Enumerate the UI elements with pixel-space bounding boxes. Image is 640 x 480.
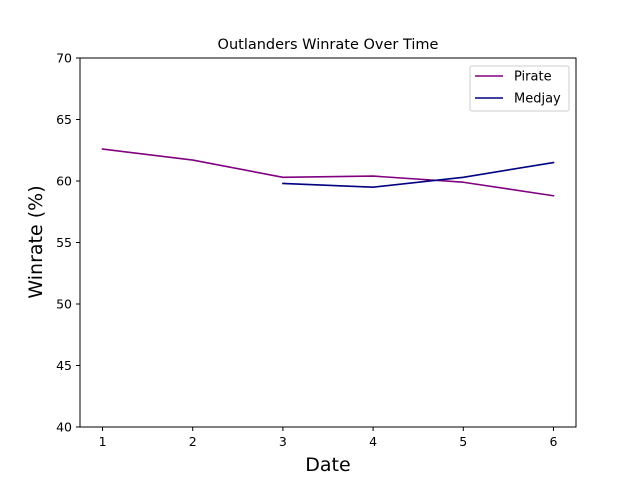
y-axis: 40 45 50 55 60 65 70 [56, 51, 80, 435]
y-tick-label: 50 [56, 297, 72, 312]
y-tick-label: 60 [56, 174, 72, 189]
series-line-pirate [101, 148, 555, 197]
series-layer [101, 148, 555, 197]
x-tick-label: 2 [189, 434, 197, 449]
y-axis-label: Winrate (%) [25, 185, 47, 298]
legend: Pirate Medjay [469, 65, 570, 112]
plot-area-frame [79, 57, 577, 428]
x-axis: 1 2 3 4 5 6 [99, 427, 557, 449]
y-tick-label: 55 [56, 235, 72, 250]
x-tick-label: 5 [459, 434, 467, 449]
x-tick-label: 1 [99, 434, 107, 449]
legend-label-pirate: Pirate [514, 70, 552, 85]
legend-label-medjay: Medjay [514, 92, 561, 107]
x-tick-label: 6 [549, 434, 557, 449]
y-tick-label: 40 [56, 420, 72, 435]
series-line-medjay [282, 161, 555, 188]
legend-box [469, 65, 570, 112]
y-tick-label: 65 [56, 112, 72, 127]
x-tick-label: 4 [369, 434, 377, 449]
chart-title: Outlanders Winrate Over Time [218, 37, 439, 53]
x-tick-label: 3 [279, 434, 287, 449]
y-tick-label: 45 [56, 358, 72, 373]
x-axis-label: Date [305, 454, 350, 476]
y-tick-label: 70 [56, 51, 72, 66]
